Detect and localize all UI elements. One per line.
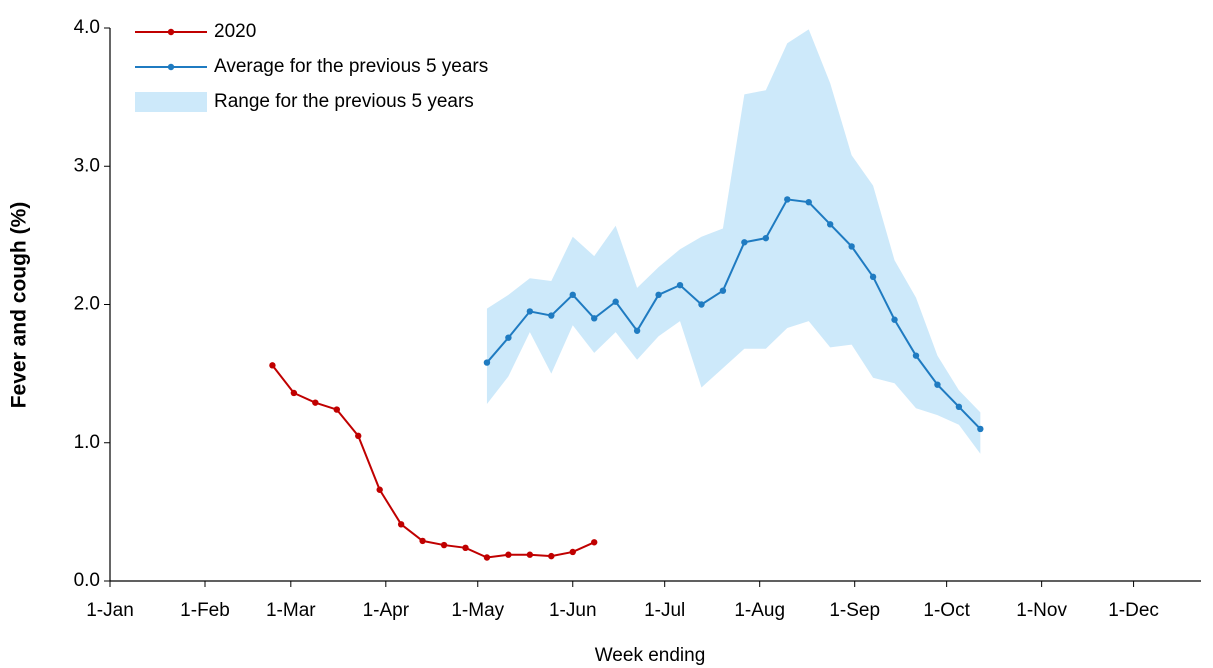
x-tick-label: 1-Oct	[923, 600, 970, 621]
point	[848, 243, 855, 250]
range-band	[486, 29, 981, 454]
point	[655, 291, 662, 299]
point	[719, 287, 727, 294]
x-tick-label: 1-Dec	[1108, 600, 1159, 621]
point	[784, 196, 791, 203]
point	[419, 537, 426, 545]
point	[676, 281, 684, 289]
point	[591, 539, 598, 546]
y-tick-label: 1.0	[74, 432, 100, 453]
x-tick-label: 1-Sep	[829, 600, 880, 621]
legend-label: Range for the previous 5 years	[214, 91, 474, 112]
point	[977, 425, 984, 433]
point	[826, 221, 834, 228]
legend-label: Average for the previous 5 years	[214, 56, 488, 77]
x-tick-label: 1-Jun	[549, 600, 597, 621]
y-tick-label: 4.0	[74, 17, 100, 38]
point	[483, 359, 491, 366]
point	[934, 381, 941, 388]
point	[440, 541, 448, 549]
legend-label: 2020	[214, 21, 256, 42]
point	[312, 399, 319, 406]
point	[548, 552, 555, 560]
y-tick-label: 0.0	[74, 570, 100, 591]
point	[698, 301, 705, 308]
point	[505, 334, 512, 341]
x-tick-label: 1-Aug	[734, 600, 785, 621]
point	[591, 315, 598, 322]
x-tick-label: 1-Jan	[86, 600, 134, 621]
point	[505, 551, 512, 558]
point	[762, 234, 770, 242]
point	[741, 239, 748, 246]
point	[333, 406, 340, 413]
series-line	[486, 198, 982, 430]
point	[912, 352, 920, 359]
point	[891, 316, 898, 323]
point	[548, 312, 555, 319]
y-tick-label: 3.0	[74, 155, 100, 176]
x-tick-label: 1-Apr	[363, 600, 410, 621]
point	[569, 548, 576, 556]
point	[526, 308, 534, 315]
point	[526, 551, 534, 558]
x-tick-label: 1-Jul	[644, 600, 685, 621]
point	[569, 291, 576, 299]
point	[376, 486, 383, 493]
point	[269, 362, 276, 369]
point	[805, 198, 812, 206]
point	[397, 521, 405, 528]
point	[290, 389, 298, 397]
point	[355, 432, 362, 440]
point	[955, 403, 963, 411]
x-tick-label: 1-Nov	[1016, 600, 1067, 621]
x-tick-label: 1-Mar	[266, 600, 316, 621]
x-tick-label: 1-Feb	[180, 600, 230, 621]
x-axis-label: Week ending	[595, 645, 706, 666]
legend-marker	[167, 28, 175, 36]
point	[462, 544, 469, 552]
y-axis-label: Fever and cough (%)	[8, 202, 31, 409]
point	[483, 554, 491, 561]
y-tick-label: 2.0	[74, 294, 100, 315]
x-tick-label: 1-May	[451, 600, 504, 621]
series-line	[271, 364, 595, 559]
point	[612, 298, 619, 305]
point	[869, 273, 877, 281]
legend-marker	[167, 63, 175, 71]
legend-swatch	[135, 92, 207, 112]
point	[633, 327, 641, 334]
